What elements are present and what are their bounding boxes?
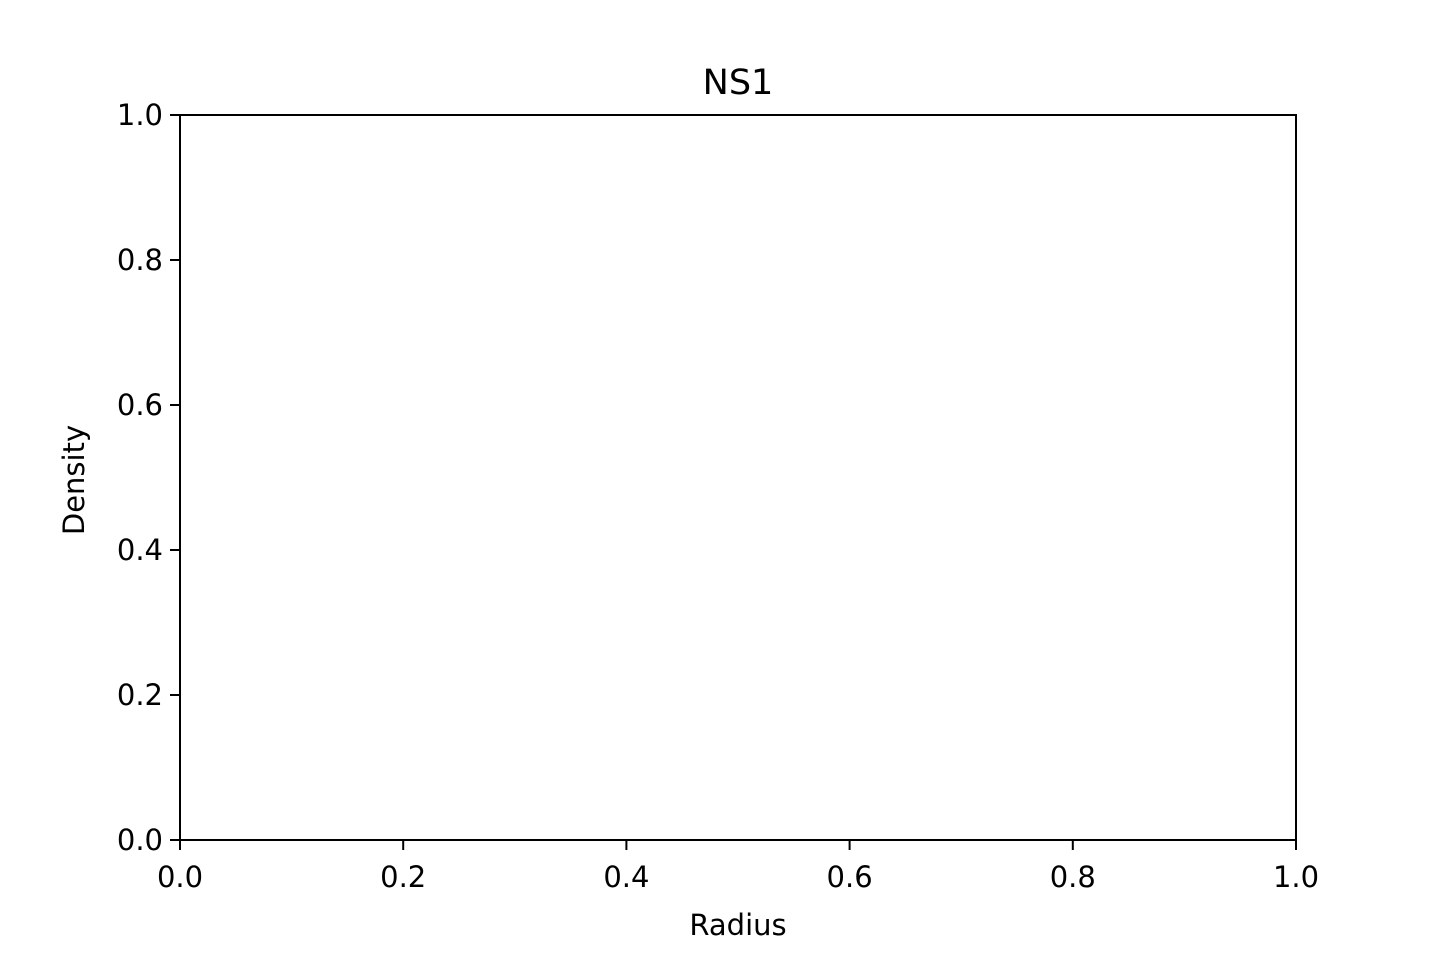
- x-tick-label: 1.0: [1273, 860, 1319, 894]
- y-tick-label: 1.0: [117, 98, 163, 132]
- x-axis-ticks: 0.0 0.2 0.4 0.6 0.8 1.0: [157, 840, 1319, 894]
- x-tick-label: 0.0: [157, 860, 203, 894]
- chart-title: NS1: [703, 63, 774, 103]
- y-tick-label: 0.0: [117, 823, 163, 857]
- y-tick-label: 0.2: [117, 678, 163, 712]
- x-axis-title: Radius: [689, 908, 786, 942]
- x-tick-label: 0.6: [827, 860, 873, 894]
- x-tick-label: 0.4: [603, 860, 649, 894]
- x-tick-label: 0.2: [380, 860, 426, 894]
- y-tick-label: 0.6: [117, 388, 163, 422]
- y-tick-label: 0.8: [117, 243, 163, 277]
- y-axis-title: Density: [57, 425, 91, 535]
- x-tick-label: 0.8: [1050, 860, 1096, 894]
- y-tick-label: 0.4: [117, 533, 163, 567]
- y-axis-ticks: 0.0 0.2 0.4 0.6 0.8 1.0: [117, 98, 180, 857]
- plot-area: [179, 114, 1297, 841]
